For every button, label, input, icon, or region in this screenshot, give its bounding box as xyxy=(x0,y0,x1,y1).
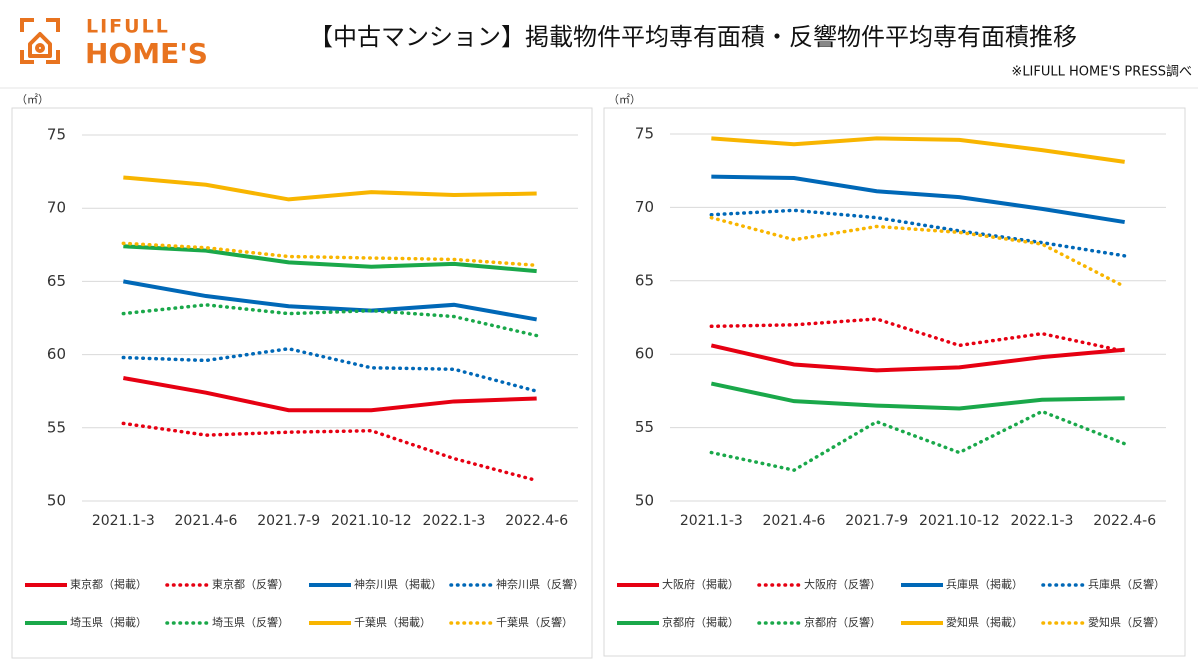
x-tick-label: 2021.10-12 xyxy=(331,513,412,529)
series-line xyxy=(121,303,539,338)
legend-label: 埼玉県（掲載） xyxy=(70,615,147,629)
y-tick-label: 70 xyxy=(47,199,66,217)
series-line xyxy=(121,421,539,483)
logo-icon xyxy=(20,18,60,64)
x-tick-label: 2022.4-6 xyxy=(505,513,568,529)
legend-label: 東京都（掲載） xyxy=(70,577,147,591)
y-tick-label: 70 xyxy=(635,198,654,216)
series-line xyxy=(121,241,539,268)
series-line xyxy=(709,215,1127,289)
series-line xyxy=(123,175,537,202)
y-axis-label: （㎡） xyxy=(16,93,49,106)
series-line xyxy=(709,208,1127,258)
legend-label: 京都府（掲載） xyxy=(662,615,739,629)
y-axis-label: （㎡） xyxy=(608,93,641,106)
series-line xyxy=(710,381,1125,411)
x-tick-label: 2022.1-3 xyxy=(423,513,486,529)
legend-label: 兵庫県（掲載） xyxy=(946,577,1023,591)
legend-label: 千葉県（掲載） xyxy=(354,615,431,629)
series-line xyxy=(710,343,1125,373)
y-tick-label: 65 xyxy=(635,271,654,289)
series-line xyxy=(711,136,1125,164)
y-tick-label: 60 xyxy=(47,345,66,363)
x-tick-label: 2021.4-6 xyxy=(763,513,826,529)
chart-frame xyxy=(603,107,1186,657)
legend-label: 愛知県（反響） xyxy=(1088,615,1165,629)
x-tick-label: 2022.1-3 xyxy=(1011,513,1074,529)
series-line xyxy=(122,376,537,413)
legend-label: 埼玉県（反響） xyxy=(212,615,289,629)
source-note: ※LIFULL HOME'S PRESS調べ xyxy=(1011,65,1192,80)
x-tick-label: 2021.7-9 xyxy=(845,513,908,529)
x-tick-label: 2021.4-6 xyxy=(175,513,238,529)
x-tick-label: 2022.4-6 xyxy=(1093,513,1156,529)
legend-label: 大阪府（反響） xyxy=(804,577,881,591)
series-line xyxy=(711,174,1125,225)
legend-label: 東京都（反響） xyxy=(212,577,289,591)
y-tick-label: 50 xyxy=(635,492,654,510)
legend-label: 千葉県（反響） xyxy=(496,615,573,629)
page-title: 【中古マンション】掲載物件平均専有面積・反響物件平均専有面積推移 xyxy=(309,23,1077,51)
y-tick-label: 55 xyxy=(47,418,66,436)
x-tick-label: 2021.7-9 xyxy=(257,513,320,529)
x-tick-label: 2021.1-3 xyxy=(92,513,155,529)
y-tick-label: 75 xyxy=(47,126,66,144)
legend-label: 愛知県（掲載） xyxy=(946,615,1023,629)
y-tick-label: 55 xyxy=(635,418,654,436)
legend-label: 大阪府（掲載） xyxy=(662,577,739,591)
x-tick-label: 2021.1-3 xyxy=(680,513,743,529)
legend-label: 神奈川県（掲載） xyxy=(354,577,442,591)
logo-bottom: HOME'S xyxy=(85,37,208,70)
y-tick-label: 65 xyxy=(47,272,66,290)
y-tick-label: 60 xyxy=(635,345,654,363)
x-tick-label: 2021.10-12 xyxy=(919,513,1000,529)
chart-frame xyxy=(11,107,593,659)
logo-top: LIFULL xyxy=(86,16,170,38)
series-line xyxy=(709,317,1127,354)
legend-label: 神奈川県（反響） xyxy=(496,577,584,591)
series-line xyxy=(709,409,1127,473)
series-line xyxy=(123,244,537,274)
y-tick-label: 75 xyxy=(635,125,654,143)
y-tick-label: 50 xyxy=(47,492,66,510)
series-line xyxy=(122,279,538,322)
legend-label: 兵庫県（反響） xyxy=(1088,577,1165,591)
legend-label: 京都府（反響） xyxy=(804,615,881,629)
series-line xyxy=(121,346,539,393)
